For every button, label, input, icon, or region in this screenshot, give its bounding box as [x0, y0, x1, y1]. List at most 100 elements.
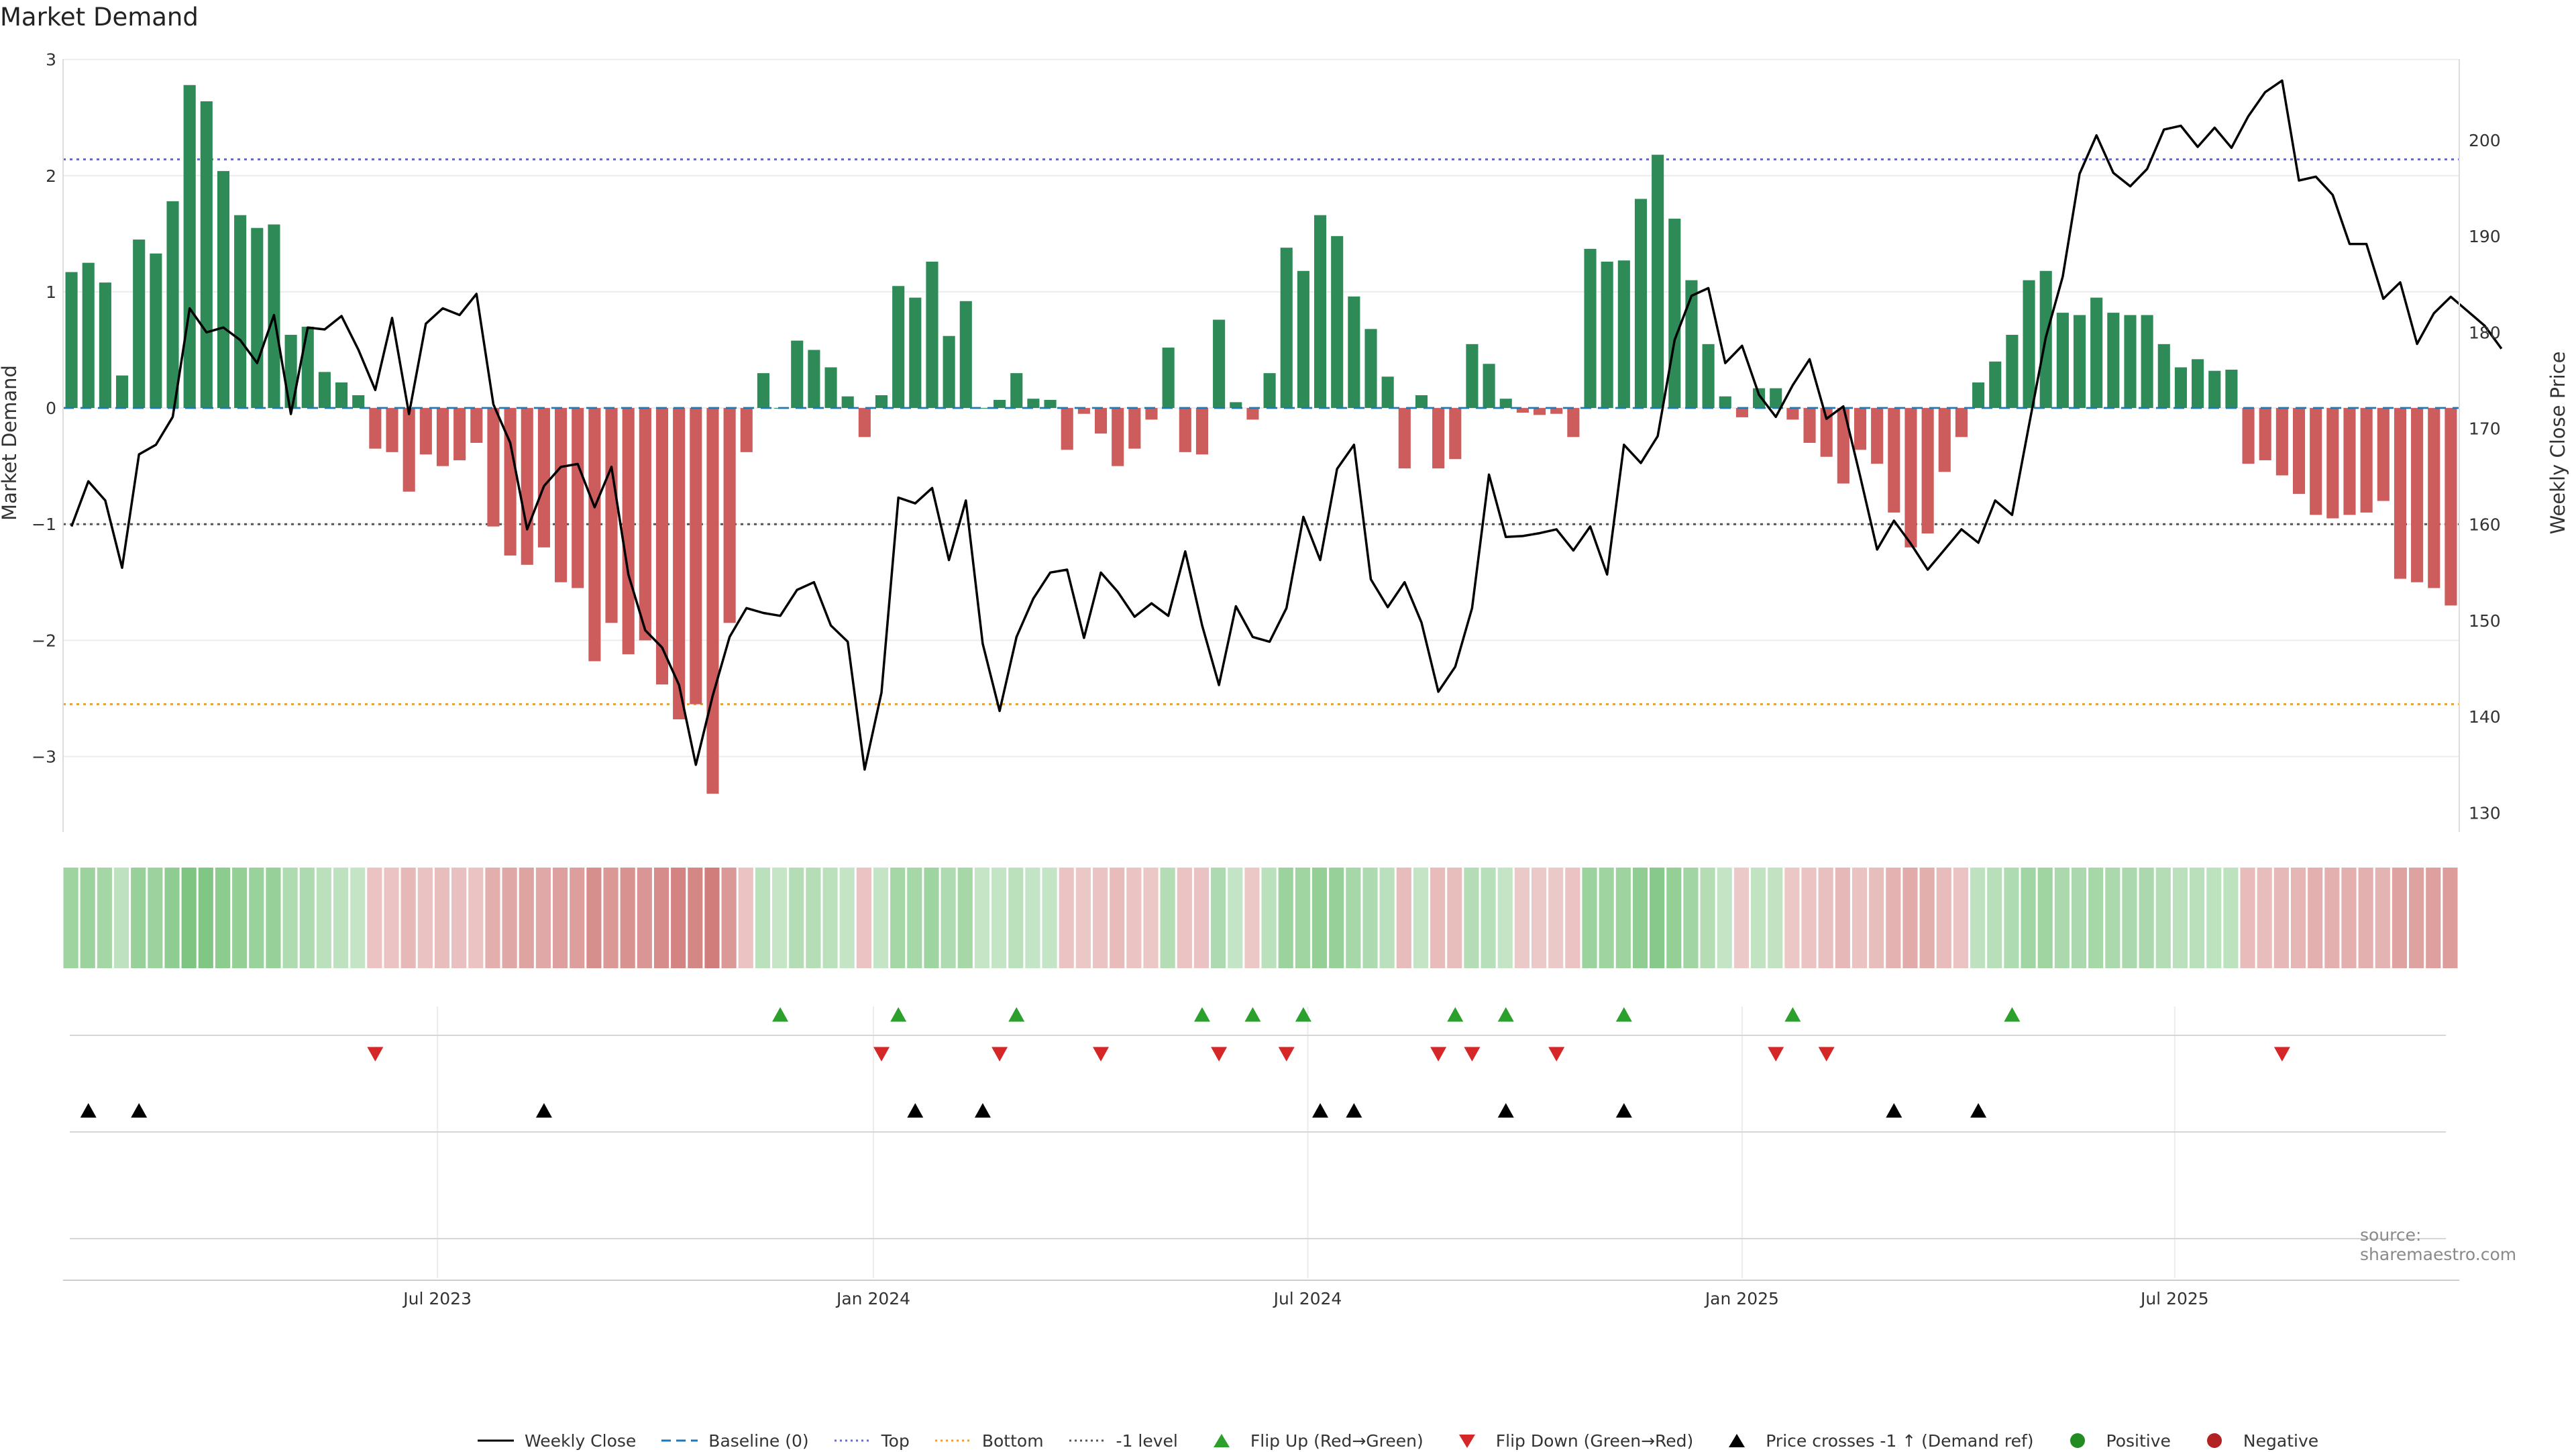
demand-bar — [200, 101, 213, 409]
y-tick-label: −1 — [32, 515, 56, 534]
price-cross-marker — [1346, 1103, 1362, 1118]
x-tick-label: Jul 2024 — [1273, 1289, 1342, 1308]
heatmap-cell — [2409, 868, 2424, 968]
demand-bar — [1601, 261, 1613, 409]
heatmap-cell — [957, 868, 973, 968]
demand-bar — [2310, 408, 2322, 515]
demand-bar — [1027, 399, 1040, 409]
heatmap-cell — [2308, 868, 2323, 968]
heatmap-cell — [1430, 868, 1446, 968]
heatmap-cell — [1311, 868, 1328, 968]
demand-bar — [217, 170, 230, 409]
heatmap-cell — [1464, 868, 1479, 968]
demand-bar — [994, 399, 1006, 409]
demand-bar — [1735, 408, 1748, 417]
demand-bar — [1854, 408, 1867, 450]
demand-bar — [1077, 408, 1090, 414]
demand-bar — [1499, 399, 1512, 409]
heatmap-cell — [1818, 868, 1833, 968]
flip-down-marker — [1430, 1047, 1447, 1061]
demand-bar — [892, 286, 905, 409]
heatmap-cell — [2206, 868, 2222, 968]
demand-bar — [1348, 296, 1360, 409]
heatmap-cell — [1632, 868, 1648, 968]
flip-down-marker — [1548, 1047, 1565, 1061]
heatmap-cell — [131, 868, 146, 968]
heatmap-cell — [873, 868, 889, 968]
heatmap-cell — [1582, 868, 1597, 968]
heatmap-cell — [653, 868, 669, 968]
heatmap-cell — [1379, 868, 1395, 968]
legend-item-positive: Positive — [2058, 1431, 2171, 1451]
demand-bar — [723, 408, 736, 623]
heatmap-cell — [704, 868, 720, 968]
heatmap-cell — [417, 868, 433, 968]
demand-bar — [1803, 408, 1816, 443]
y-tick-label: −3 — [32, 747, 56, 766]
demand-bar — [1364, 329, 1377, 409]
heatmap-cell — [586, 868, 602, 968]
heatmap-cell — [1059, 868, 1074, 968]
demand-bar — [1263, 373, 1276, 409]
heatmap-cell — [822, 868, 838, 968]
heatmap-cell — [1565, 868, 1580, 968]
demand-bar — [1128, 408, 1141, 449]
heatmap-cell — [485, 868, 500, 968]
heatmap-cell — [2240, 868, 2255, 968]
heatmap-cell — [1902, 868, 1918, 968]
demand-bar — [673, 408, 686, 720]
heatmap-cell — [80, 868, 95, 968]
flip-up-marker — [1497, 1007, 1514, 1022]
heatmap-cell — [1733, 868, 1749, 968]
heatmap-cell — [1295, 868, 1310, 968]
demand-bar — [2073, 315, 2086, 409]
heatmap-cell — [1228, 868, 1243, 968]
demand-bar — [1634, 199, 1648, 409]
demand-bar — [2394, 408, 2407, 579]
demand-bar — [2208, 370, 2221, 409]
demand-bar — [875, 395, 888, 409]
grid-layer — [63, 58, 2459, 1278]
heatmap-cell — [1683, 868, 1699, 968]
y-tick-label: 0 — [46, 399, 56, 418]
heatmap-cell — [2290, 868, 2306, 968]
legend-dashed-line-icon — [660, 1431, 699, 1451]
demand-bar — [2411, 408, 2424, 582]
heatmap-cell — [1869, 868, 1884, 968]
demand-bar — [537, 408, 550, 548]
heatmap-cell — [2105, 868, 2121, 968]
demand-bar — [183, 85, 196, 409]
event-panels — [70, 1007, 2446, 1239]
heatmap-cell — [941, 868, 956, 968]
heatmap-cell — [266, 868, 281, 968]
demand-bar — [369, 408, 382, 449]
legend-dotted-line-icon — [1068, 1431, 1107, 1451]
heatmap-cell — [637, 868, 652, 968]
heatmap-cell — [333, 868, 349, 968]
heatmap-cell — [181, 868, 197, 968]
heatmap-cell — [535, 868, 551, 968]
demand-bar — [1989, 361, 2002, 409]
legend: Weekly Close Baseline (0) Top Bottom -1 … — [476, 1429, 2336, 1452]
heatmap-cell — [1329, 868, 1344, 968]
heatmap-cell — [97, 868, 112, 968]
heatmap-cell — [1396, 868, 1411, 968]
heatmap-cell — [2071, 868, 2087, 968]
demand-bar — [1567, 408, 1580, 437]
heatmap-cell — [991, 868, 1007, 968]
heatmap-cell — [249, 868, 264, 968]
demand-bar — [1702, 344, 1715, 409]
heatmap-cell — [924, 868, 939, 968]
demand-bar — [2157, 344, 2170, 409]
y-tick-label: −2 — [32, 631, 56, 650]
demand-bar — [335, 382, 348, 409]
flip-up-marker — [1193, 1007, 1210, 1022]
axes — [62, 59, 2460, 1281]
demand-bar — [2428, 408, 2440, 588]
heatmap-cell — [2190, 868, 2205, 968]
demand-bar — [926, 261, 938, 409]
heatmap-cell — [974, 868, 990, 968]
demand-bar — [166, 201, 179, 409]
price-cross-marker — [535, 1103, 552, 1118]
heatmap-cell — [2054, 868, 2070, 968]
